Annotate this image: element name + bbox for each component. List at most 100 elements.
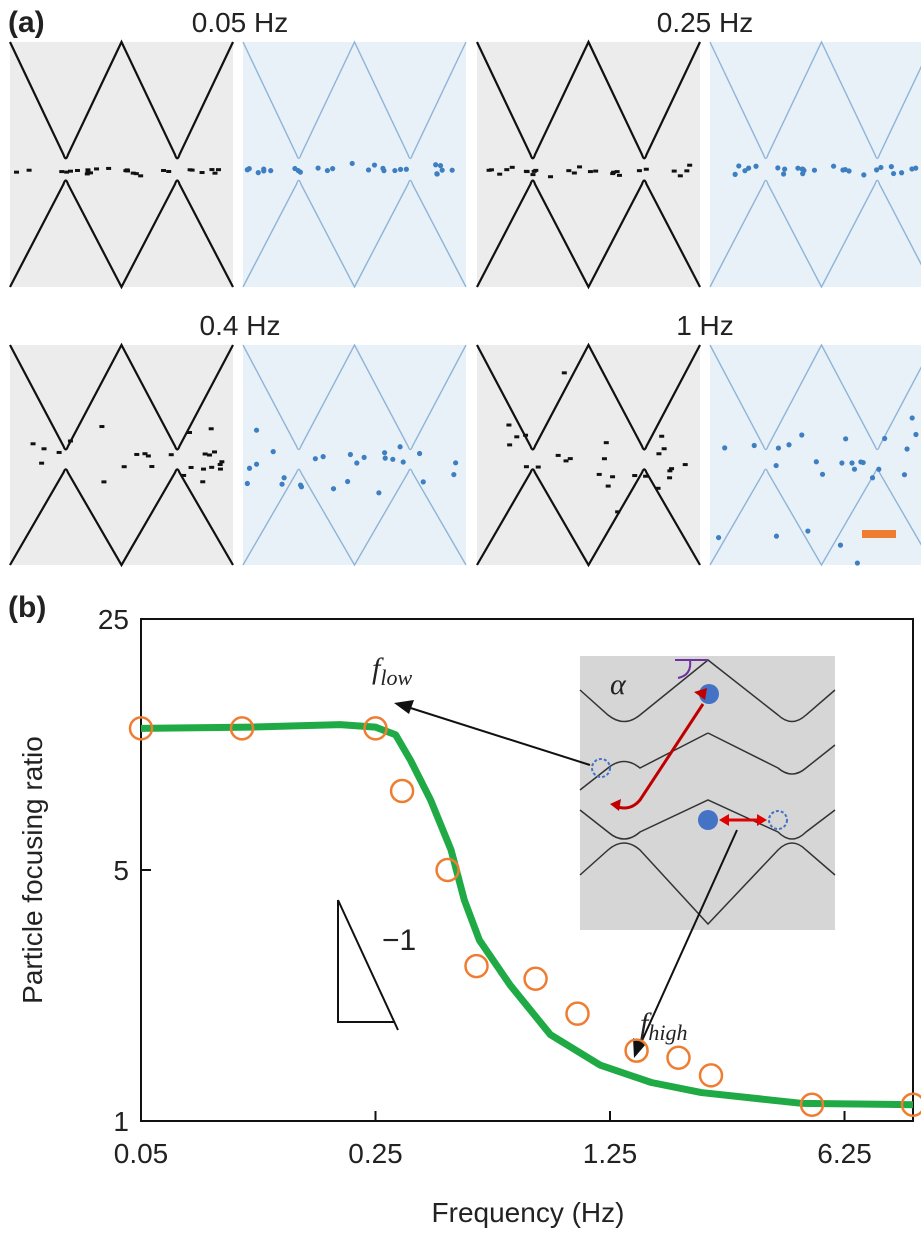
particle: [489, 168, 494, 171]
particle: [781, 171, 786, 176]
particle: [716, 535, 721, 540]
particle: [659, 435, 664, 438]
slope-triangle: [338, 900, 398, 1030]
particle: [14, 171, 19, 174]
particle: [376, 490, 381, 495]
particle: [588, 170, 593, 173]
x-tick-label: 1.25: [583, 1138, 638, 1169]
particle: [203, 453, 208, 456]
particle: [774, 463, 779, 468]
particle: [722, 445, 727, 450]
particle: [662, 447, 667, 450]
particle: [321, 454, 326, 459]
particle: [438, 163, 443, 168]
particle: [27, 169, 32, 172]
particle: [752, 443, 757, 448]
particle: [556, 454, 561, 457]
x-tick-label: 6.25: [817, 1138, 872, 1169]
particle: [212, 172, 217, 175]
particle: [209, 427, 214, 430]
particle: [146, 454, 151, 457]
particle: [597, 473, 602, 476]
particle: [330, 166, 335, 171]
particle: [684, 169, 689, 172]
pointer: [398, 704, 590, 765]
particle: [839, 460, 844, 465]
particle: [820, 472, 825, 477]
particle: [530, 173, 535, 176]
image-background: [10, 345, 233, 565]
particle: [106, 167, 111, 170]
particle: [450, 168, 455, 173]
particle: [753, 164, 758, 169]
particle: [348, 452, 353, 457]
particle: [610, 475, 615, 478]
image-background: [243, 345, 466, 565]
arrowhead: [394, 700, 414, 714]
particle: [219, 460, 224, 463]
particle: [345, 479, 350, 484]
particle: [899, 170, 904, 175]
particle: [354, 460, 359, 465]
particle: [261, 168, 266, 173]
particle: [212, 450, 217, 453]
particle: [101, 480, 106, 483]
particle: [910, 415, 915, 420]
particle: [902, 472, 907, 477]
image-background: [10, 42, 233, 287]
particle: [42, 447, 47, 450]
particle: [861, 460, 866, 465]
particle: [68, 440, 73, 443]
particle: [247, 466, 252, 471]
particle: [169, 453, 174, 456]
particle: [800, 166, 805, 171]
particle: [382, 450, 387, 455]
particle: [843, 436, 848, 441]
particle: [245, 167, 250, 172]
particle: [200, 171, 205, 174]
image-label: 0.25 Hz: [657, 7, 754, 38]
particle: [271, 449, 276, 454]
particle: [57, 451, 62, 454]
particle: [548, 175, 553, 178]
data-point: [391, 780, 413, 802]
particle: [282, 475, 287, 480]
particle: [606, 485, 611, 488]
particle: [366, 167, 371, 172]
particle: [593, 170, 598, 173]
particle: [381, 168, 386, 173]
particle: [683, 463, 688, 466]
particle: [188, 168, 193, 171]
data-point: [667, 1047, 689, 1069]
particle: [433, 162, 438, 167]
annotation-text: −1: [382, 924, 416, 957]
particle: [838, 543, 843, 548]
image-background: [710, 42, 921, 287]
particle: [99, 425, 104, 428]
particle: [564, 459, 569, 462]
x-tick-label: 0.25: [348, 1138, 403, 1169]
particle: [687, 164, 692, 167]
particle: [855, 560, 860, 565]
annotation: flow: [372, 652, 412, 690]
particle: [562, 371, 567, 374]
particle: [611, 171, 616, 174]
particle: [398, 444, 403, 449]
particle: [507, 443, 512, 446]
particle: [31, 442, 36, 445]
particle: [672, 170, 677, 173]
particle: [299, 484, 304, 489]
particle: [218, 468, 223, 471]
inset-label: α: [610, 668, 627, 701]
particle: [497, 173, 502, 176]
particle: [814, 459, 819, 464]
particle: [434, 171, 439, 176]
particle: [313, 456, 318, 461]
particle: [166, 170, 171, 173]
particle: [602, 457, 607, 460]
particle: [876, 467, 881, 472]
particle: [94, 167, 99, 170]
particle: [39, 462, 44, 465]
particle: [852, 467, 857, 472]
figure: (a) 0.05 Hz 0.25 Hz 0.4 Hz 1 Hz (b) Freq…: [0, 0, 921, 1234]
